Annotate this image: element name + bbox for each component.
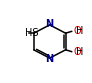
Text: H: H <box>76 26 83 36</box>
Text: O: O <box>73 26 81 36</box>
Text: N: N <box>46 19 54 29</box>
Text: HS: HS <box>25 28 38 38</box>
Text: O: O <box>73 47 81 57</box>
Text: H: H <box>76 47 83 57</box>
Text: N: N <box>46 54 54 64</box>
